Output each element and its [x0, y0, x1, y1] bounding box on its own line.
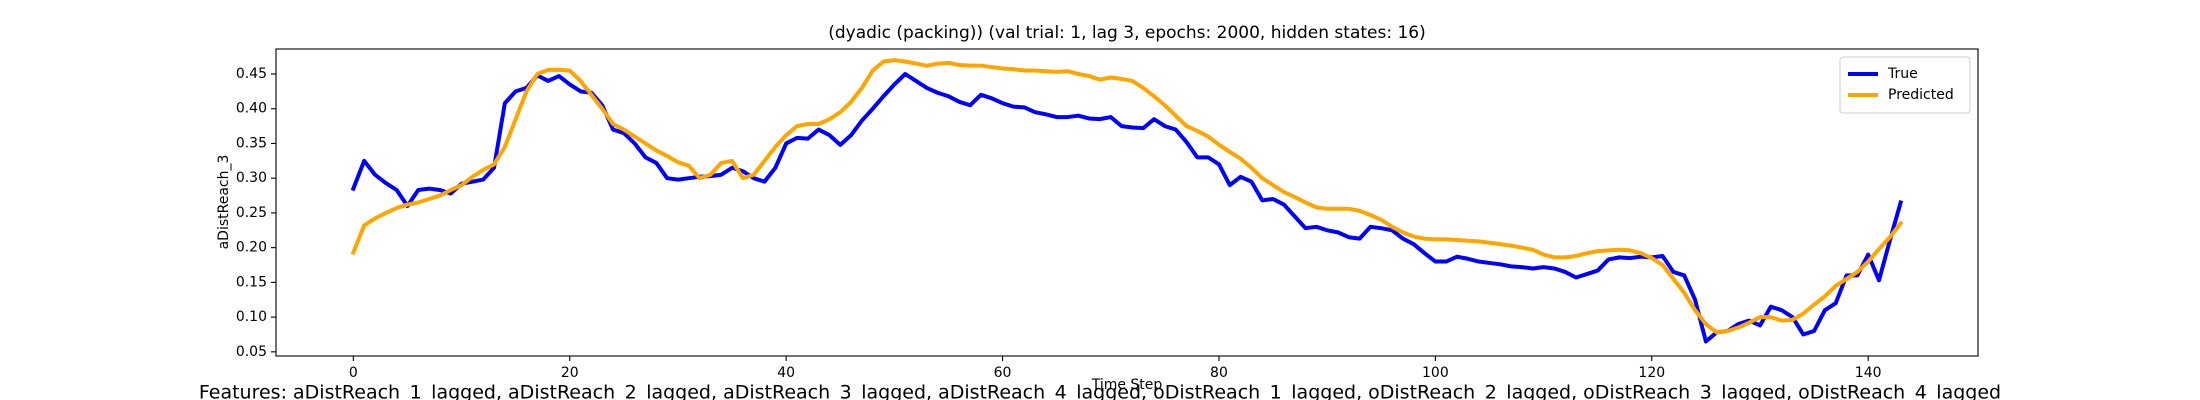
y-tick-label: 0.45	[236, 66, 267, 82]
legend-label: True	[1887, 66, 1918, 82]
y-tick-label: 0.15	[236, 274, 267, 290]
footnote: Features: aDistReach_1_lagged, aDistReac…	[199, 382, 2001, 400]
y-tick-label: 0.40	[236, 101, 267, 117]
y-tick-label: 0.35	[236, 135, 267, 151]
plot-frame	[275, 48, 1979, 357]
x-axis-label: Time Step	[1091, 377, 1163, 393]
legend: True Predicted	[1839, 56, 1971, 114]
y-tick-label: 0.05	[236, 344, 267, 360]
y-tick-label: 0.25	[236, 205, 267, 221]
y-axis-label: aDistReach_3	[216, 155, 232, 250]
legend-label: Predicted	[1888, 87, 1954, 103]
data-line	[350, 58, 1904, 335]
x-tick-label: 20	[561, 365, 579, 381]
y-tick-label: 0.30	[236, 170, 267, 186]
x-tick-label: 60	[994, 365, 1012, 381]
x-tick-label: 100	[1422, 365, 1449, 381]
x-tick-label: 40	[777, 365, 795, 381]
x-tick-label: 0	[349, 365, 358, 381]
x-tick-label: 120	[1638, 365, 1665, 381]
chart-title: (dyadic (packing)) (val trial: 1, lag 3,…	[828, 23, 1426, 43]
y-tick-label: 0.10	[236, 309, 267, 325]
x-tick-label: 80	[1210, 365, 1228, 381]
legend-box	[1839, 56, 1971, 114]
x-tick-label: 140	[1855, 365, 1882, 381]
y-tick-label: 0.20	[236, 240, 267, 256]
data-line	[350, 72, 1904, 344]
